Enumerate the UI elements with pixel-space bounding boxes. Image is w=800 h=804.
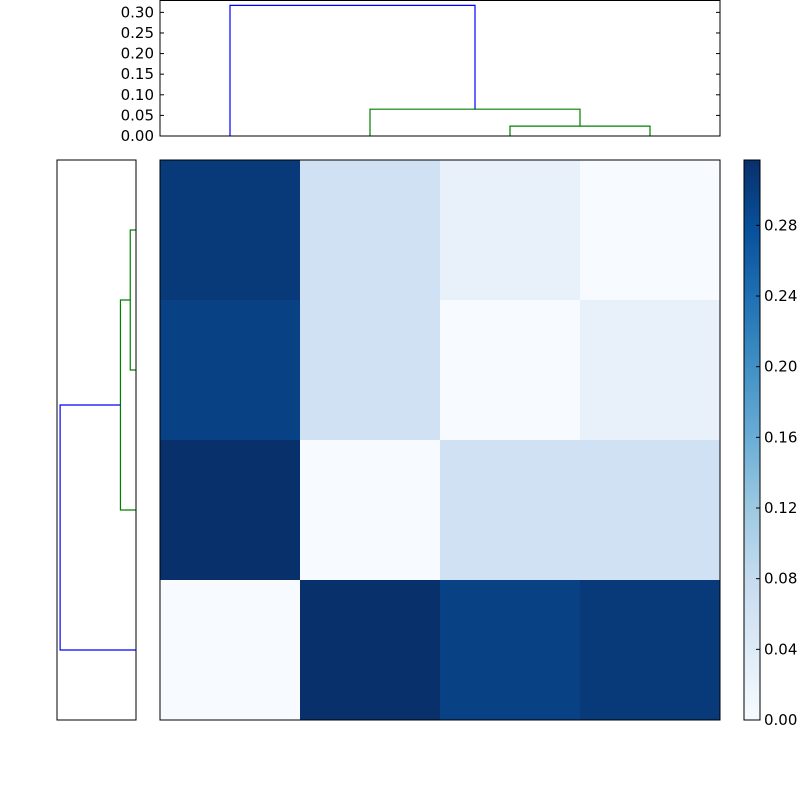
y-tick-label: 0.00 xyxy=(121,127,154,145)
heatmap-cell xyxy=(300,580,441,721)
y-tick-label: 0.05 xyxy=(121,106,154,124)
heatmap-cell xyxy=(580,440,721,581)
axes-frame xyxy=(159,159,721,721)
colorbar-tick-label: 0.20 xyxy=(764,358,797,376)
colorbar-tick-label: 0.24 xyxy=(764,287,797,305)
heatmap-cell xyxy=(300,160,441,301)
heatmap-cell xyxy=(440,580,581,721)
y-tick-label: 0.20 xyxy=(121,45,154,63)
colorbar-tick-label: 0.28 xyxy=(764,216,797,234)
y-tick-label: 0.30 xyxy=(121,3,154,21)
heatmap-cell xyxy=(440,300,581,441)
axes-frame xyxy=(56,159,137,721)
heatmap-cell xyxy=(160,160,301,301)
left-dendrogram xyxy=(56,159,137,721)
dendrogram-link xyxy=(369,108,581,136)
dendrogram-link xyxy=(119,299,136,511)
colorbar-tick-label: 0.16 xyxy=(764,428,797,446)
dendrogram-link xyxy=(509,125,651,136)
y-tick-label: 0.25 xyxy=(121,24,154,42)
colorbar-gradient xyxy=(743,159,761,721)
axes-frame xyxy=(159,0,721,137)
dendrogram-link xyxy=(229,4,476,136)
heatmap-cell xyxy=(580,580,721,721)
heatmap-cell xyxy=(580,160,721,301)
heatmap-cell xyxy=(300,300,441,441)
colorbar-tick-label: 0.00 xyxy=(764,711,797,729)
heatmap-cell xyxy=(160,440,301,581)
heatmap-cell xyxy=(580,300,721,441)
heatmap-cell xyxy=(440,160,581,301)
y-tick-label: 0.10 xyxy=(121,86,154,104)
heatmap-cell xyxy=(160,300,301,441)
colorbar: 0.00 0.04 0.08 0.12 0.16 0.20 0.24 0.28 xyxy=(743,159,797,729)
dendrogram-link xyxy=(129,229,136,371)
heatmap-cell xyxy=(440,440,581,581)
heatmap-cell xyxy=(160,580,301,721)
colorbar-tick-label: 0.12 xyxy=(764,499,797,517)
dendrogram-link xyxy=(59,404,136,651)
top-dendrogram: 0.00 0.05 0.10 0.15 0.20 0.25 0.30 xyxy=(121,0,721,145)
y-tick-label: 0.15 xyxy=(121,65,154,83)
heatmap-cell xyxy=(300,440,441,581)
colorbar-tick-label: 0.04 xyxy=(764,640,797,658)
heatmap xyxy=(159,159,721,721)
colorbar-tick-label: 0.08 xyxy=(764,570,797,588)
